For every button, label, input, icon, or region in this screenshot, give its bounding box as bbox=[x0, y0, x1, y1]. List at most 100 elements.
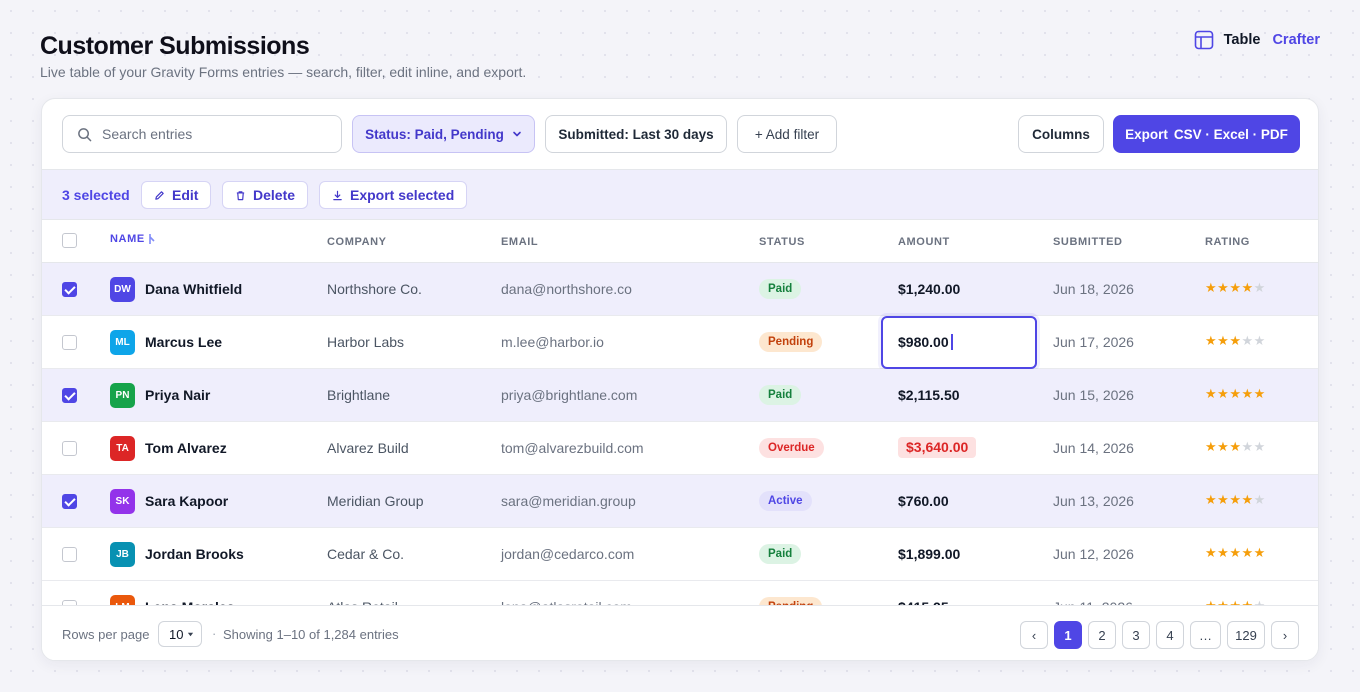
page-button-129[interactable]: 129 bbox=[1227, 621, 1265, 649]
amount-value[interactable]: $1,899.00 bbox=[898, 546, 961, 562]
export-formats: CSV · Excel · PDF bbox=[1173, 126, 1288, 142]
email-address: jordan@cedarco.com bbox=[501, 546, 635, 562]
status-badge: Overdue bbox=[759, 438, 824, 458]
status-badge: Pending bbox=[759, 332, 823, 352]
row-checkbox[interactable] bbox=[62, 335, 77, 350]
company-name: Atlas Retail bbox=[327, 599, 398, 605]
submitted-date: Jun 13, 2026 bbox=[1053, 493, 1134, 509]
star-icon: ★ bbox=[1217, 492, 1230, 507]
submitted-date: Jun 17, 2026 bbox=[1053, 334, 1134, 350]
columns-button[interactable]: Columns bbox=[1018, 115, 1104, 153]
star-rating: ★★★★★ bbox=[1205, 386, 1266, 402]
star-icon: ★ bbox=[1217, 386, 1230, 401]
star-rating: ★★★★★ bbox=[1205, 280, 1266, 296]
table-icon bbox=[1194, 30, 1213, 50]
table-row[interactable]: PN Priya Nair Brightlane priya@brightlane.c… bbox=[42, 369, 1318, 422]
search-box[interactable] bbox=[62, 115, 342, 153]
export-button[interactable]: Export CSV · Excel · PDF bbox=[1113, 115, 1300, 153]
row-checkbox[interactable] bbox=[62, 547, 77, 562]
table-row[interactable]: SK Sara Kapoor Meridian Group sara@meridian… bbox=[42, 475, 1318, 528]
table-row[interactable]: ML Marcus Lee Harbor Labs m.lee@harbor.io Pe… bbox=[42, 316, 1318, 369]
submitted-date: Jun 11, 2026 bbox=[1053, 599, 1133, 605]
star-icon: ★ bbox=[1205, 492, 1218, 507]
submitted-date: Jun 12, 2026 bbox=[1053, 546, 1134, 562]
star-icon: ★ bbox=[1241, 386, 1254, 401]
star-icon: ★ bbox=[1229, 598, 1241, 605]
star-icon: ★ bbox=[1241, 280, 1254, 295]
row-checkbox[interactable] bbox=[62, 600, 77, 605]
company-name: Alvarez Build bbox=[327, 440, 409, 456]
page-button-2[interactable]: 2 bbox=[1088, 621, 1116, 649]
submitted-filter-label: Submitted: Last 30 days bbox=[558, 126, 714, 142]
submitted-date: Jun 14, 2026 bbox=[1053, 440, 1134, 456]
column-header-status[interactable]: STATUS bbox=[759, 236, 805, 248]
company-name: Meridian Group bbox=[327, 493, 424, 509]
add-filter-button[interactable]: + Add filter bbox=[737, 115, 837, 153]
bulk-edit-label: Edit bbox=[172, 187, 199, 203]
row-checkbox[interactable] bbox=[62, 282, 77, 297]
company-name: Harbor Labs bbox=[327, 334, 405, 350]
status-badge: Paid bbox=[759, 279, 802, 299]
page-button-1[interactable]: 1 bbox=[1054, 621, 1082, 649]
search-input[interactable] bbox=[102, 126, 322, 142]
column-header-amount[interactable]: AMOUNT bbox=[898, 236, 950, 248]
bulk-delete-button[interactable]: Delete bbox=[222, 181, 309, 209]
email-address: lena@atlasretail.com bbox=[501, 599, 632, 605]
star-icon: ★ bbox=[1253, 280, 1266, 295]
company-name: Cedar & Co. bbox=[327, 546, 405, 562]
footer-separator: · bbox=[212, 626, 217, 641]
next-page-button[interactable]: › bbox=[1271, 621, 1299, 649]
amount-value[interactable]: $760.00 bbox=[898, 493, 949, 509]
customer-name: Tom Alvarez bbox=[145, 440, 227, 456]
prev-page-button[interactable]: ‹ bbox=[1020, 621, 1048, 649]
avatar: LM bbox=[110, 595, 135, 605]
rows-per-page-value: 10 bbox=[169, 626, 184, 642]
row-checkbox[interactable] bbox=[62, 441, 77, 456]
star-icon: ★ bbox=[1205, 280, 1218, 295]
bulk-delete-label: Delete bbox=[253, 187, 296, 203]
avatar: JB bbox=[110, 542, 135, 567]
caret-down-icon bbox=[188, 632, 194, 636]
status-badge: Paid bbox=[759, 544, 802, 564]
rows-per-page-select[interactable]: 10 bbox=[158, 621, 202, 647]
column-header-name[interactable]: NAME bbox=[110, 233, 155, 245]
amount-inline-editor[interactable]: $980.00 bbox=[881, 316, 1037, 369]
amount-edit-text: $980.00 bbox=[898, 334, 949, 350]
customer-name: Marcus Lee bbox=[145, 334, 223, 350]
star-icon: ★ bbox=[1229, 545, 1242, 560]
star-icon: ★ bbox=[1253, 545, 1266, 560]
page-button-4[interactable]: 4 bbox=[1156, 621, 1184, 649]
row-checkbox[interactable] bbox=[62, 388, 77, 403]
star-icon: ★ bbox=[1241, 598, 1253, 605]
bulk-actions-bar: 3 selected Edit Delete Export selected bbox=[42, 169, 1318, 220]
table-row[interactable]: LM Lena Morales Atlas Retail lena@atlasreta… bbox=[42, 581, 1318, 605]
page-button-3[interactable]: 3 bbox=[1122, 621, 1150, 649]
submitted-filter-button[interactable]: Submitted: Last 30 days bbox=[545, 115, 727, 153]
status-filter-dropdown[interactable]: Status: Paid, Pending bbox=[352, 115, 535, 153]
table-row[interactable]: DW Dana Whitfield Northshore Co. dana@north… bbox=[42, 263, 1318, 316]
bulk-edit-button[interactable]: Edit bbox=[141, 181, 212, 209]
amount-value[interactable]: $1,240.00 bbox=[898, 281, 961, 297]
amount-value[interactable]: $3,640.00 bbox=[898, 437, 977, 458]
row-checkbox[interactable] bbox=[62, 494, 77, 509]
avatar: PN bbox=[110, 383, 135, 408]
column-header-email[interactable]: EMAIL bbox=[501, 236, 539, 248]
rows-per-page-label: Rows per page bbox=[62, 627, 150, 642]
showing-entries-text: Showing 1–10 of 1,284 entries bbox=[223, 627, 399, 642]
star-icon: ★ bbox=[1229, 333, 1242, 348]
column-header-rating[interactable]: RATING bbox=[1205, 236, 1250, 248]
star-icon: ★ bbox=[1217, 333, 1230, 348]
column-header-submitted[interactable]: SUBMITTED bbox=[1053, 236, 1123, 248]
star-icon: ★ bbox=[1217, 598, 1229, 605]
table-row[interactable]: JB Jordan Brooks Cedar & Co. jordan@cedarco… bbox=[42, 528, 1318, 581]
pencil-icon bbox=[155, 190, 164, 200]
brand-logo: Table Crafter bbox=[1194, 30, 1320, 50]
status-filter-label: Status: Paid, Pending bbox=[365, 126, 504, 142]
table-row[interactable]: TA Tom Alvarez Alvarez Build tom@alvarezbui… bbox=[42, 422, 1318, 475]
amount-value[interactable]: $2,115.50 bbox=[898, 387, 960, 403]
select-all-checkbox[interactable] bbox=[62, 233, 77, 248]
star-icon: ★ bbox=[1241, 333, 1254, 348]
column-header-company[interactable]: COMPANY bbox=[327, 236, 387, 248]
export-selected-button[interactable]: Export selected bbox=[319, 181, 468, 209]
amount-value[interactable]: $415.25 bbox=[898, 599, 949, 605]
